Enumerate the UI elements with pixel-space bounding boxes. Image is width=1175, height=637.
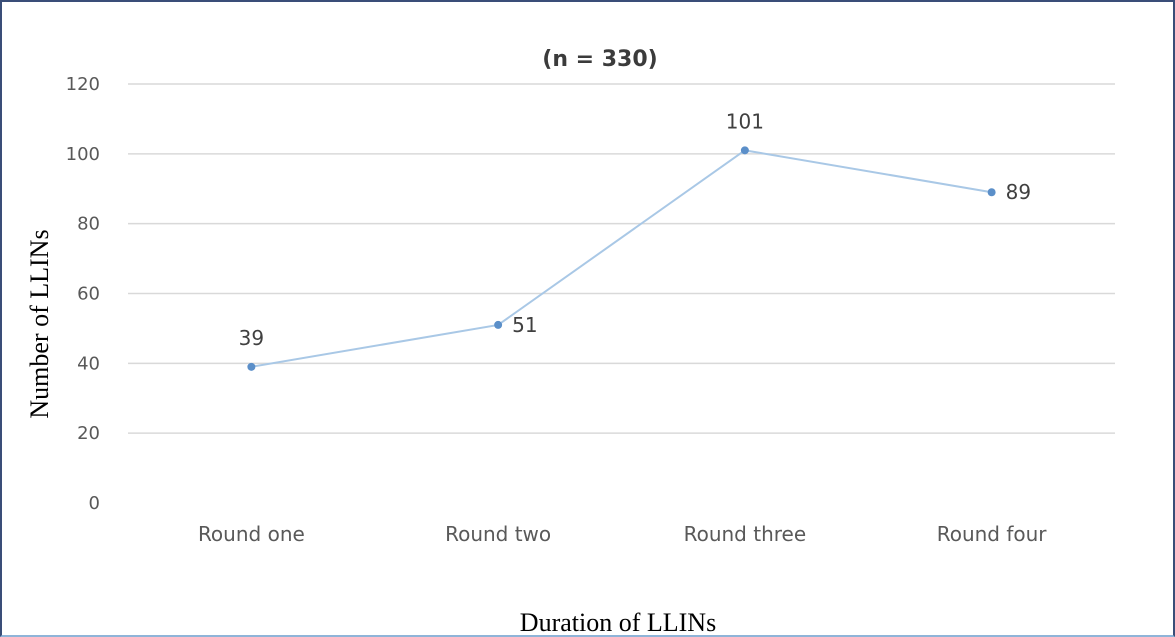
chart-title: (n = 330) [542,47,657,72]
y-tick-label: 40 [77,353,100,374]
data-label: 39 [239,326,264,350]
data-label: 89 [1006,180,1031,204]
x-category-label: Round three [684,522,807,546]
y-tick-label: 120 [66,74,100,95]
series: 39 51 101 89 [239,109,1031,371]
y-tick-label: 20 [77,423,100,444]
data-point [494,320,503,329]
y-tick-label: 80 [77,214,100,235]
data-point [247,362,256,371]
y-tick-label: 100 [66,144,100,165]
y-tick-label: 60 [77,284,100,305]
y-tick-label: 0 [89,493,100,514]
y-axis-title: Number of LLINs [25,229,54,418]
x-axis-title: Duration of LLINs [520,608,716,637]
x-category-label: Round two [445,522,551,546]
data-point [740,146,749,155]
gridlines [128,83,1115,434]
x-axis-categories: Round one Round two Round three Round four [198,522,1047,546]
data-label: 101 [726,109,764,133]
series-line [251,149,992,368]
data-label: 51 [512,313,537,337]
y-axis-ticks: 0 20 40 60 80 100 120 [66,74,100,514]
x-category-label: Round one [198,522,305,546]
data-point [987,188,996,197]
x-category-label: Round four [937,522,1048,546]
